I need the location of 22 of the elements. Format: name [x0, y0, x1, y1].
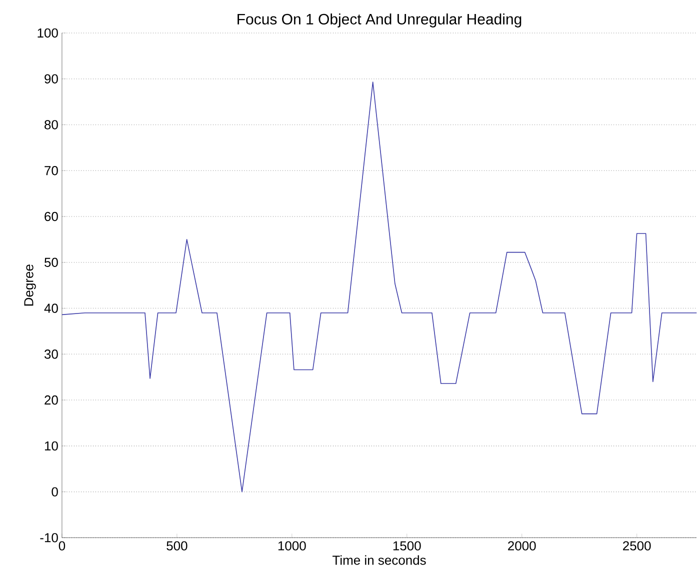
- y-tick-label: 0: [52, 487, 58, 497]
- x-tick-label: 500: [166, 541, 188, 551]
- x-axis-title: Time in seconds: [332, 555, 426, 565]
- y-tick-label: 30: [44, 350, 58, 359]
- y-tick-label: 90: [44, 74, 58, 84]
- x-tick-label: 2500: [623, 541, 651, 551]
- y-axis-title: Degree: [24, 264, 36, 306]
- x-tick-label: 1000: [278, 541, 306, 551]
- y-tick-label: 20: [44, 396, 58, 405]
- y-tick-label: 50: [44, 258, 58, 268]
- line-series: [62, 82, 697, 492]
- y-tick-label: 70: [44, 166, 58, 176]
- x-tick-label: 2000: [508, 541, 536, 551]
- y-tick-label: 80: [44, 120, 58, 130]
- x-tick-label: 0: [58, 541, 66, 551]
- y-tick-label: 10: [44, 441, 58, 451]
- y-tick-label: -10: [40, 533, 58, 542]
- chart-title: Focus On 1 Object And Unregular Heading: [238, 14, 522, 28]
- y-tick-label: 40: [44, 304, 58, 314]
- y-tick-label: 100: [38, 28, 58, 38]
- x-tick-label: 1500: [393, 541, 421, 551]
- y-tick-label: 60: [44, 212, 58, 222]
